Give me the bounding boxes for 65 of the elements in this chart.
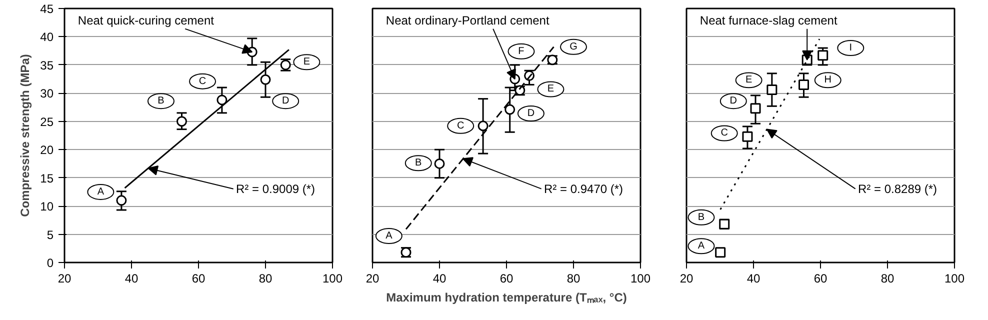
annotation: Neat quick-curing cement [78,14,215,28]
annotation: A [97,186,104,198]
point [478,120,488,132]
annotation: Neat ordinary-Portland cement [386,14,550,28]
point [116,195,127,206]
y-tick-label: 15 [40,171,54,186]
point [750,103,761,114]
annotation: R² = 0.9009 (*) [236,182,316,196]
y-tick-label: 45 [40,2,54,16]
annotation: G [570,41,578,52]
annotation: D [730,96,738,107]
annotation: R² = 0.9470 (*) [544,182,624,196]
x-tick-label: 20 [366,272,380,286]
y-axis-title: Compressive strength (MPa) [18,54,32,217]
x-tick-label: 60 [500,272,514,286]
x-tick-label: 20 [680,272,694,286]
y-tick-label: 30 [40,86,54,101]
x-tick-label: 40 [432,272,446,286]
x-tick-label: 40 [124,272,138,286]
x-axis-title: Maximum hydration temperature (Tₘₐₓ, °C) [386,290,627,304]
annotation: B [415,158,422,169]
point [715,247,726,258]
y-tick-label: 10 [40,200,54,214]
point [176,116,187,127]
point [216,94,228,106]
x-tick-label: 100 [944,272,965,286]
y-tick-label: 0 [46,256,54,270]
annotation: E [303,56,310,68]
x-tick-label: 100 [322,272,343,286]
x-tick-label: 40 [746,272,760,286]
point [798,79,809,90]
point [766,84,778,96]
annotation: B [698,212,705,223]
x-tick-label: 60 [192,272,206,286]
y-tick-label: 5 [46,228,54,242]
point [504,104,516,115]
annotation: A [698,240,705,252]
annotation: A [386,230,393,242]
annotation: C [198,76,206,87]
point [818,50,828,61]
y-tick-label: 35 [40,58,54,72]
annotation: F [518,46,524,57]
annotation: E [547,84,554,95]
annotation: C [720,128,728,139]
x-tick-label: 80 [566,272,580,286]
y-tick-label: 25 [40,114,54,129]
x-tick-label: 20 [58,272,72,286]
point [742,131,753,142]
annotation: Neat furnace-slag cement [700,14,838,28]
y-tick-label: 20 [40,143,54,158]
x-tick-label: 60 [814,272,828,286]
annotation: E [745,74,752,86]
annotation: D [282,96,290,107]
x-tick-label: 80 [258,272,272,286]
annotation: B [158,96,165,107]
y-tick-label: 40 [40,30,54,44]
x-tick-label: 80 [880,272,894,286]
point [434,158,445,169]
annotation: I [849,42,852,54]
annotation: R² = 0.8289 (*) [858,182,938,196]
point [260,74,271,85]
annotation: D [527,108,535,119]
annotation: H [824,74,832,86]
x-tick-label: 100 [630,272,651,286]
annotation: C [456,120,464,132]
